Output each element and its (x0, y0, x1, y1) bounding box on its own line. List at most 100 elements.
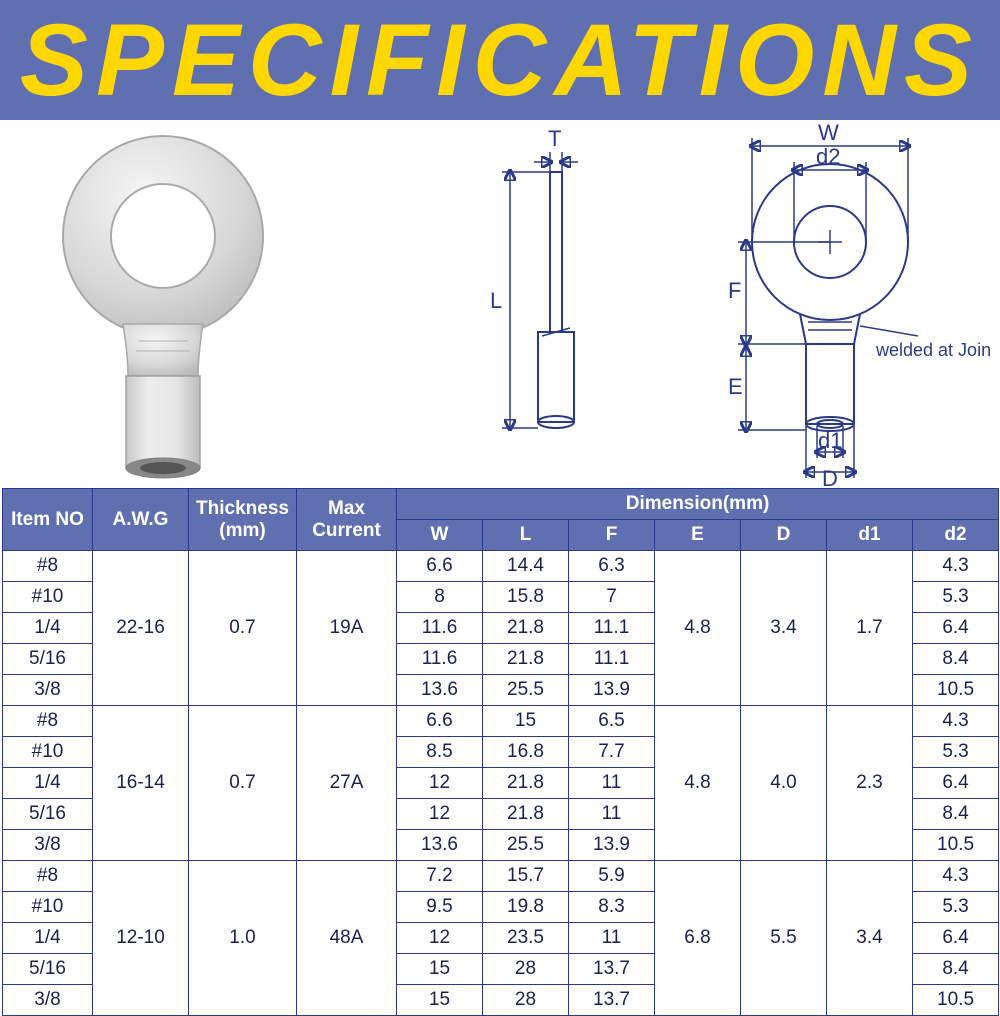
table-cell: 3/8 (3, 985, 93, 1016)
table-cell: 5/16 (3, 644, 93, 675)
table-cell: 25.5 (483, 675, 569, 706)
table-cell: 7.7 (569, 737, 655, 768)
table-cell: 5/16 (3, 954, 93, 985)
table-cell: 48A (297, 861, 397, 1016)
table-cell: 7.2 (397, 861, 483, 892)
table-cell: 12-10 (93, 861, 189, 1016)
table-cell: 15 (483, 706, 569, 737)
table-cell: 22-16 (93, 551, 189, 706)
table-cell: #10 (3, 737, 93, 768)
table-cell: 3.4 (827, 861, 913, 1016)
table-cell: 10.5 (913, 675, 999, 706)
table-cell: 3/8 (3, 675, 93, 706)
col-maxcurrent: Max Current (297, 489, 397, 551)
table-cell: #8 (3, 706, 93, 737)
table-cell: #10 (3, 582, 93, 613)
table-cell: 27A (297, 706, 397, 861)
table-cell: 13.6 (397, 830, 483, 861)
table-cell: 8.4 (913, 799, 999, 830)
table-cell: 9.5 (397, 892, 483, 923)
dim-w: W (397, 520, 483, 551)
dim-label-d1: d1 (818, 428, 842, 453)
table-cell: 1/4 (3, 613, 93, 644)
ring-terminal-drawing: T L W (480, 122, 990, 486)
table-cell: 5.3 (913, 892, 999, 923)
table-cell: 25.5 (483, 830, 569, 861)
banner: SPECIFICATIONS (0, 0, 1000, 120)
table-cell: 15 (397, 954, 483, 985)
table-cell: 6.5 (569, 706, 655, 737)
table-cell: 8.5 (397, 737, 483, 768)
dim-e: E (655, 520, 741, 551)
table-cell: 4.8 (655, 706, 741, 861)
table-cell: 11.6 (397, 613, 483, 644)
table-cell: 12 (397, 923, 483, 954)
table-cell: 11 (569, 799, 655, 830)
dim-d2: d2 (913, 520, 999, 551)
table-cell: 1.0 (189, 861, 297, 1016)
banner-title: SPECIFICATIONS (20, 2, 980, 119)
table-cell: 4.3 (913, 861, 999, 892)
table-cell: 21.8 (483, 644, 569, 675)
table-cell: 11.1 (569, 613, 655, 644)
table-cell: 11.1 (569, 644, 655, 675)
table-cell: #8 (3, 861, 93, 892)
table-cell: 11.6 (397, 644, 483, 675)
table-cell: 6.6 (397, 706, 483, 737)
dim-label-d: D (822, 466, 838, 486)
dim-f: F (569, 520, 655, 551)
ring-terminal-photo (28, 126, 298, 486)
table-cell: 1.7 (827, 551, 913, 706)
table-cell: 13.7 (569, 985, 655, 1016)
table-cell: 0.7 (189, 551, 297, 706)
table-cell: 5.9 (569, 861, 655, 892)
table-cell: 12 (397, 768, 483, 799)
table-cell: 10.5 (913, 985, 999, 1016)
table-cell: 28 (483, 985, 569, 1016)
table-cell: 11 (569, 923, 655, 954)
table-row: #822-160.719A6.614.46.34.83.41.74.3 (3, 551, 999, 582)
table-cell: 15.7 (483, 861, 569, 892)
dim-label-e: E (728, 374, 743, 399)
table-cell: 5.3 (913, 737, 999, 768)
table-cell: 12 (397, 799, 483, 830)
table-cell: 5/16 (3, 799, 93, 830)
table-cell: 23.5 (483, 923, 569, 954)
table-cell: 21.8 (483, 799, 569, 830)
table-cell: 4.3 (913, 551, 999, 582)
table-cell: 10.5 (913, 830, 999, 861)
table-cell: 14.4 (483, 551, 569, 582)
table-cell: 8.3 (569, 892, 655, 923)
table-cell: 15.8 (483, 582, 569, 613)
table-cell: 3.4 (741, 551, 827, 706)
table-cell: 21.8 (483, 613, 569, 644)
table-cell: 19A (297, 551, 397, 706)
col-thickness: Thickness (mm) (189, 489, 297, 551)
table-cell: 4.0 (741, 706, 827, 861)
dim-label-l: L (490, 288, 502, 313)
dim-label-w: W (818, 122, 839, 145)
table-cell: 13.9 (569, 830, 655, 861)
table-cell: 6.6 (397, 551, 483, 582)
spec-table-body: #822-160.719A6.614.46.34.83.41.74.3#1081… (3, 551, 999, 1016)
table-cell: 13.6 (397, 675, 483, 706)
diagram-area: T L W (0, 120, 1000, 488)
dim-l: L (483, 520, 569, 551)
table-cell: 8.4 (913, 954, 999, 985)
table-row: #816-140.727A6.6156.54.84.02.34.3 (3, 706, 999, 737)
table-cell: 6.4 (913, 923, 999, 954)
table-cell: 7 (569, 582, 655, 613)
table-cell: 6.8 (655, 861, 741, 1016)
table-cell: 28 (483, 954, 569, 985)
table-row: #812-101.048A7.215.75.96.85.53.44.3 (3, 861, 999, 892)
table-cell: 5.3 (913, 582, 999, 613)
table-cell: 8 (397, 582, 483, 613)
table-cell: 5.5 (741, 861, 827, 1016)
table-cell: 6.4 (913, 768, 999, 799)
table-cell: 3/8 (3, 830, 93, 861)
table-cell: 19.8 (483, 892, 569, 923)
table-cell: 1/4 (3, 923, 93, 954)
col-awg: A.W.G (93, 489, 189, 551)
table-cell: 4.3 (913, 706, 999, 737)
table-cell: 2.3 (827, 706, 913, 861)
